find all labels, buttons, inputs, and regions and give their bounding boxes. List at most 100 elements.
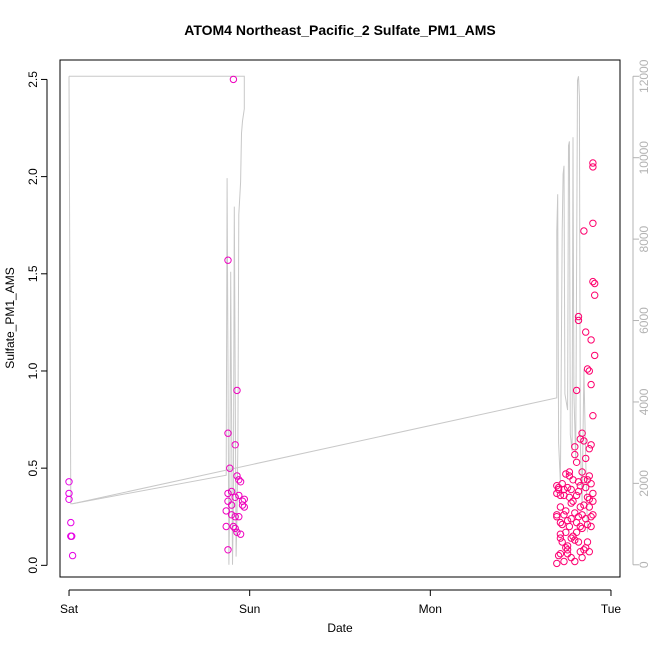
data-point — [580, 546, 588, 554]
chart-title: ATOM4 Northeast_Pacific_2 Sulfate_PM1_AM… — [184, 22, 495, 38]
data-point — [556, 550, 565, 558]
data-point — [571, 450, 579, 459]
series-line-2 — [72, 76, 588, 533]
x-tick-label: Mon — [419, 602, 442, 616]
y-tick-label: 1.0 — [26, 362, 40, 379]
data-point — [576, 522, 584, 531]
data-point — [560, 485, 568, 494]
data-point — [553, 559, 561, 568]
x-tick-label: Tue — [601, 602, 622, 616]
y-tick-label: 2.0 — [26, 168, 40, 185]
x-tick-label: Sun — [239, 602, 260, 616]
data-point — [563, 550, 572, 558]
data-point — [580, 437, 588, 445]
data-point — [562, 470, 570, 478]
data-point — [65, 478, 73, 486]
data-point — [580, 476, 588, 484]
data-point — [587, 336, 595, 344]
data-point — [580, 227, 588, 235]
data-point — [569, 497, 577, 505]
data-point — [238, 501, 247, 509]
y2-tick-label: 10000 — [637, 141, 650, 175]
x-axis-label: Date — [327, 621, 353, 635]
data-point — [589, 489, 597, 498]
data-point — [233, 386, 241, 395]
data-point — [583, 538, 592, 546]
data-point — [556, 503, 565, 511]
data-point — [571, 443, 579, 451]
data-point — [574, 316, 583, 325]
y-axis-label: Sulfate_PM1_AMS — [3, 267, 17, 368]
data-point — [578, 511, 586, 519]
data-point — [582, 328, 590, 336]
data-point — [585, 367, 593, 375]
data-point — [565, 522, 574, 531]
data-point — [578, 553, 586, 562]
data-point — [574, 312, 583, 321]
data-point — [569, 532, 577, 540]
data-point — [65, 495, 73, 503]
data-point — [558, 520, 566, 529]
data-point — [553, 511, 561, 519]
data-point — [589, 163, 597, 171]
data-point — [236, 478, 245, 486]
data-point — [556, 491, 565, 500]
data-point — [227, 511, 236, 519]
data-point — [235, 476, 243, 484]
data-point — [227, 501, 236, 509]
data-point — [578, 468, 586, 476]
data-point — [585, 472, 593, 480]
series-lines — [68, 75, 588, 565]
data-point — [558, 538, 566, 546]
data-point — [574, 538, 583, 546]
y-tick-label: 2.5 — [26, 71, 40, 88]
data-point — [556, 518, 565, 527]
data-point — [224, 489, 232, 498]
data-point — [233, 528, 241, 536]
y-axis-right: 0 2000 4000 6000 8000 10000 12000 — [632, 59, 650, 568]
data-point — [591, 291, 599, 299]
data-point — [583, 493, 592, 501]
data-point — [567, 499, 575, 507]
data-point — [240, 503, 249, 511]
data-point — [585, 445, 593, 453]
data-point — [576, 503, 584, 511]
data-point — [567, 534, 575, 542]
data-point — [589, 219, 597, 228]
data-point — [583, 520, 592, 529]
data-point — [67, 518, 75, 527]
data-point — [222, 522, 230, 531]
data-point — [560, 557, 568, 566]
data-point — [572, 491, 581, 500]
data-point — [572, 458, 581, 466]
data-point — [226, 464, 234, 472]
data-point — [589, 412, 597, 420]
data-point — [589, 497, 597, 505]
data-point — [591, 351, 599, 360]
plot-frame — [59, 59, 621, 578]
data-point — [565, 468, 574, 476]
series-points — [65, 75, 599, 568]
data-point — [235, 513, 243, 521]
y2-tick-label: 4000 — [637, 388, 650, 415]
data-point — [587, 441, 595, 449]
data-point — [567, 553, 575, 562]
series-line-1 — [68, 75, 245, 565]
data-point — [583, 476, 592, 484]
data-point — [567, 485, 575, 494]
data-point — [224, 256, 232, 264]
y2-tick-label: 8000 — [637, 225, 650, 252]
data-point — [231, 441, 239, 449]
data-point — [560, 511, 568, 519]
data-point — [589, 277, 597, 286]
data-point — [562, 507, 570, 515]
data-point — [222, 507, 230, 515]
data-point — [227, 487, 236, 496]
data-point — [224, 497, 232, 505]
y-axis-left: 0.0 0.5 1.0 1.5 2.0 2.5 — [26, 71, 48, 574]
data-point — [587, 522, 595, 531]
data-point — [571, 509, 579, 517]
data-point — [554, 551, 563, 560]
data-point — [582, 454, 590, 463]
data-point — [589, 511, 597, 519]
